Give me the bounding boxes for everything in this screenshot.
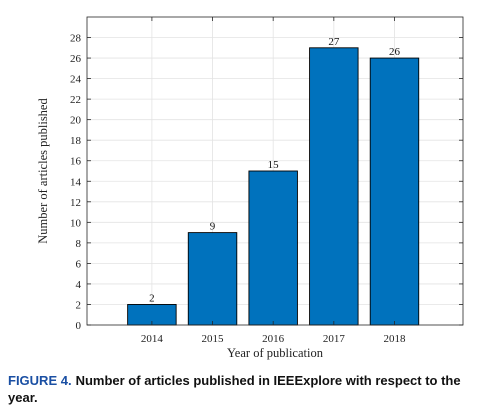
x-tick-label-2014: 2014 — [141, 333, 164, 345]
bar-2017 — [309, 47, 359, 326]
x-tick-label-2016: 2016 — [262, 333, 285, 345]
figure-caption: FIGURE 4. Number of articles published in… — [8, 372, 486, 406]
y-tick-label: 14 — [70, 176, 82, 188]
bar-chart: 0246810121416182022242628201422015920161… — [36, 16, 464, 360]
data-label-2016: 15 — [268, 159, 280, 171]
labels: 0246810121416182022242628201422015920161… — [70, 33, 406, 345]
y-tick-label: 2 — [76, 299, 82, 311]
y-tick-label: 0 — [76, 320, 82, 332]
y-tick-label: 4 — [76, 279, 82, 291]
figure-caption-label: FIGURE 4. — [8, 373, 72, 388]
data-label-2018: 26 — [389, 46, 401, 58]
data-label-2015: 9 — [210, 221, 216, 233]
data-label-2017: 27 — [328, 36, 340, 48]
data-label-2014: 2 — [149, 292, 155, 304]
y-tick-label: 24 — [70, 74, 82, 86]
y-tick-label: 18 — [70, 135, 82, 147]
figure-caption-text: Number of articles published in IEEExplo… — [8, 373, 461, 405]
plot-frame — [86, 16, 464, 326]
y-tick-label: 26 — [70, 53, 82, 65]
bar-2016 — [248, 170, 298, 326]
x-tick-label-2015: 2015 — [202, 333, 225, 345]
x-tick-label-2017: 2017 — [323, 333, 346, 345]
y-tick-label: 6 — [76, 258, 82, 270]
y-tick-label: 12 — [70, 197, 81, 209]
x-tick-label-2018: 2018 — [383, 333, 406, 345]
y-tick-label: 10 — [70, 217, 82, 229]
y-axis-title: Number of articles published — [36, 98, 50, 244]
bar-2018 — [369, 57, 420, 326]
y-tick-label: 16 — [70, 156, 82, 168]
bar-2015 — [187, 232, 238, 326]
y-tick-label: 28 — [70, 33, 82, 45]
y-tick-label: 8 — [76, 238, 82, 250]
y-tick-label: 22 — [70, 94, 81, 106]
y-tick-label: 20 — [70, 115, 82, 127]
x-axis-title: Year of publication — [227, 346, 324, 360]
ticks — [87, 17, 463, 326]
